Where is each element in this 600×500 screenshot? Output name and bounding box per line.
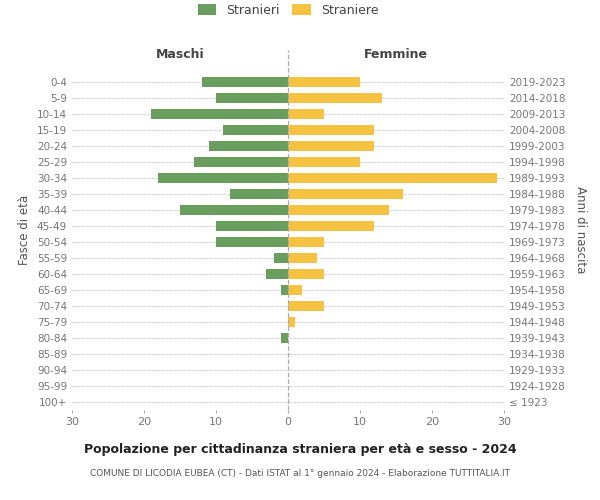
Bar <box>288 93 382 103</box>
Bar <box>288 285 302 295</box>
Bar <box>281 285 288 295</box>
Bar <box>288 77 360 87</box>
Bar <box>288 205 389 215</box>
Bar <box>230 189 288 199</box>
Bar <box>288 109 324 119</box>
Bar <box>216 93 288 103</box>
Bar <box>281 333 288 343</box>
Bar <box>180 205 288 215</box>
Bar <box>223 125 288 135</box>
Bar <box>266 269 288 279</box>
Bar <box>216 237 288 247</box>
Bar <box>194 157 288 167</box>
Bar <box>274 253 288 263</box>
Bar <box>216 221 288 231</box>
Bar <box>288 317 295 327</box>
Bar <box>158 173 288 183</box>
Text: Femmine: Femmine <box>364 48 428 61</box>
Bar <box>288 125 374 135</box>
Text: COMUNE DI LICODIA EUBEA (CT) - Dati ISTAT al 1° gennaio 2024 - Elaborazione TUTT: COMUNE DI LICODIA EUBEA (CT) - Dati ISTA… <box>90 469 510 478</box>
Bar <box>288 189 403 199</box>
Bar <box>288 301 324 311</box>
Bar <box>288 157 360 167</box>
Bar <box>288 269 324 279</box>
Bar <box>288 173 497 183</box>
Bar <box>288 253 317 263</box>
Bar <box>151 109 288 119</box>
Text: Popolazione per cittadinanza straniera per età e sesso - 2024: Popolazione per cittadinanza straniera p… <box>83 442 517 456</box>
Bar <box>288 141 374 151</box>
Bar <box>209 141 288 151</box>
Bar <box>202 77 288 87</box>
Bar <box>288 237 324 247</box>
Y-axis label: Fasce di età: Fasce di età <box>19 195 31 265</box>
Legend: Stranieri, Straniere: Stranieri, Straniere <box>193 0 383 22</box>
Text: Maschi: Maschi <box>155 48 205 61</box>
Bar <box>288 221 374 231</box>
Y-axis label: Anni di nascita: Anni di nascita <box>574 186 587 274</box>
